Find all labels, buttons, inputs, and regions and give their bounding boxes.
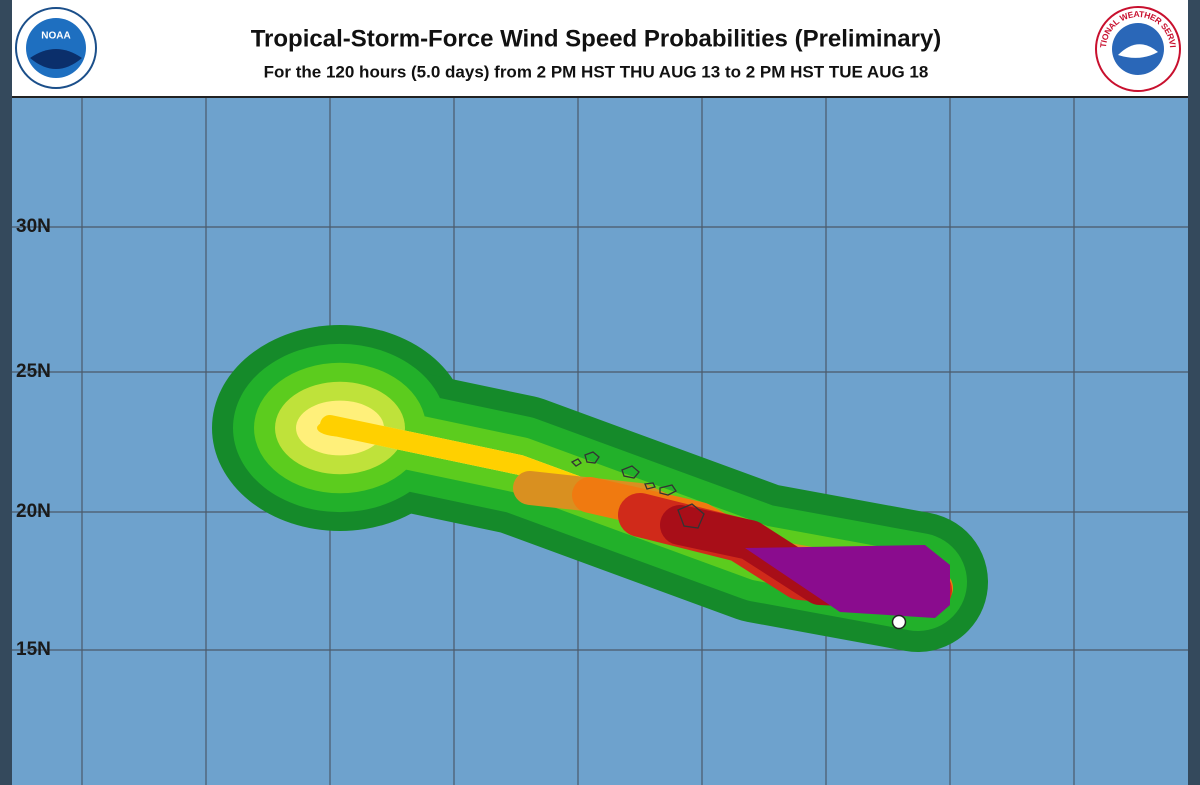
logo-text: NOAA [41,31,70,42]
logo-wave [30,49,82,69]
island [621,465,640,479]
latitude-label: 20N [16,501,51,522]
latitude-label: 25N [16,361,51,382]
header [12,0,1188,97]
latitude-label: 15N [16,639,51,660]
latitude-label: 30N [16,216,51,237]
noaa-logo: NOAA [15,7,97,89]
island [677,503,705,529]
storm-position [891,614,907,630]
island [584,451,600,464]
logo-cloud [1118,44,1158,58]
latitude-labels: 30N 25N 20N 15N [16,216,51,660]
islands [570,451,705,529]
contour-band [745,545,950,618]
subtitle: For the 120 hours (5.0 days) from 2 PM H… [264,62,929,81]
title: Tropical-Storm-Force Wind Speed Probabil… [251,25,942,52]
island [659,484,677,496]
inner-swath [513,471,953,618]
island [644,482,656,490]
island [570,458,582,467]
